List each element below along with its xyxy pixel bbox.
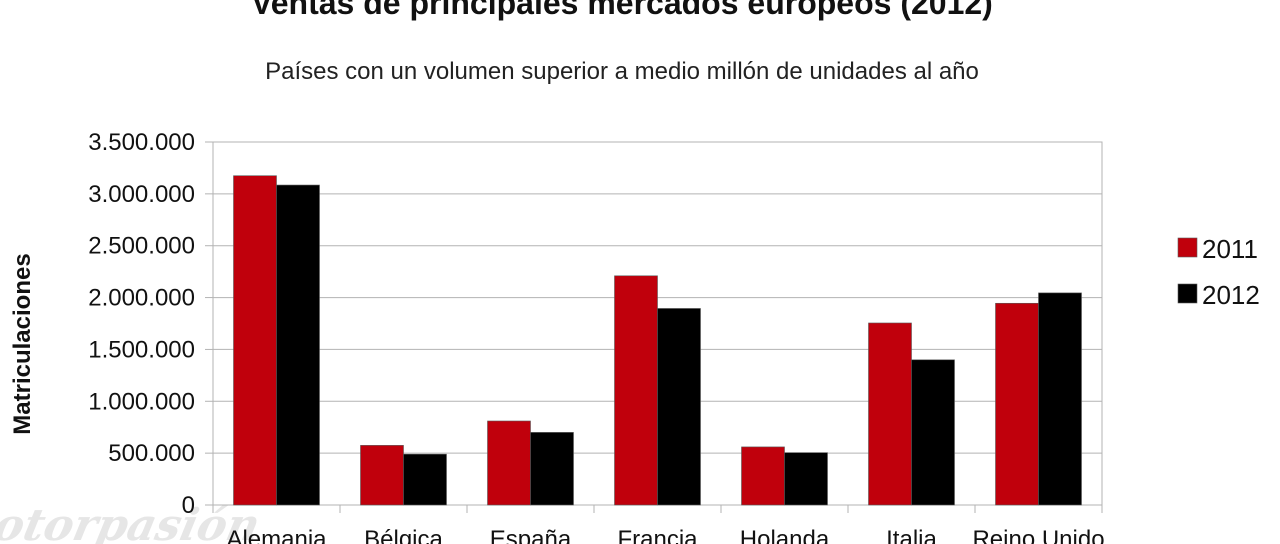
- x-tick-label: Alemania: [226, 526, 327, 544]
- x-tick-label: Reino Unido: [972, 526, 1104, 544]
- legend-label-2012: 2012: [1202, 280, 1260, 310]
- y-tick-label: 500.000: [108, 440, 195, 467]
- bar-2012-españa: [530, 432, 574, 506]
- bar-2011-francia: [614, 275, 658, 506]
- legend: 2011 2012: [1177, 234, 1260, 310]
- chart-subtitle: Países con un volumen superior a medio m…: [265, 58, 979, 85]
- legend-swatch-2011: [1177, 237, 1198, 258]
- y-tick-label: 2.000.000: [88, 285, 195, 312]
- x-tick-label: Bélgica: [364, 526, 443, 544]
- bar-2011-bélgica: [360, 445, 404, 506]
- y-tick-label: 0: [182, 492, 195, 519]
- y-axis-label: Matriculaciones: [9, 253, 36, 434]
- plot-area: 0 500.000 1.000.000 1.500.000 2.000.000 2.500…: [88, 129, 1104, 544]
- legend-label-2011: 2011: [1202, 234, 1258, 264]
- y-tick-label: 2.500.000: [88, 233, 195, 260]
- bar-2011-alemania: [233, 175, 277, 506]
- y-tick-label: 3.000.000: [88, 181, 195, 208]
- x-tick-label: Holanda: [740, 526, 830, 544]
- x-tick-label: España: [490, 526, 572, 544]
- bar-2012-bélgica: [403, 453, 447, 506]
- chart-title: Ventas de principales mercados europeos …: [251, 0, 993, 21]
- bar-2011-italia: [868, 322, 912, 506]
- bar-2012-alemania: [276, 184, 320, 506]
- y-tick-label: 1.000.000: [88, 388, 195, 415]
- x-tick-label: Italia: [886, 526, 937, 544]
- bar-2012-italia: [911, 359, 955, 506]
- bar-2012-reino-unido: [1038, 292, 1082, 506]
- legend-swatch-2012: [1177, 283, 1198, 304]
- bar-2011-reino-unido: [995, 302, 1039, 506]
- y-tick-label: 3.500.000: [88, 129, 195, 156]
- bar-2011-españa: [487, 420, 531, 506]
- y-tick-label: 1.500.000: [88, 336, 195, 363]
- bar-2012-holanda: [784, 452, 828, 506]
- watermark-logo: motorpasión: [0, 499, 265, 544]
- x-tick-label: Francia: [617, 526, 698, 544]
- bar-2012-francia: [657, 308, 701, 506]
- bar-2011-holanda: [741, 446, 785, 506]
